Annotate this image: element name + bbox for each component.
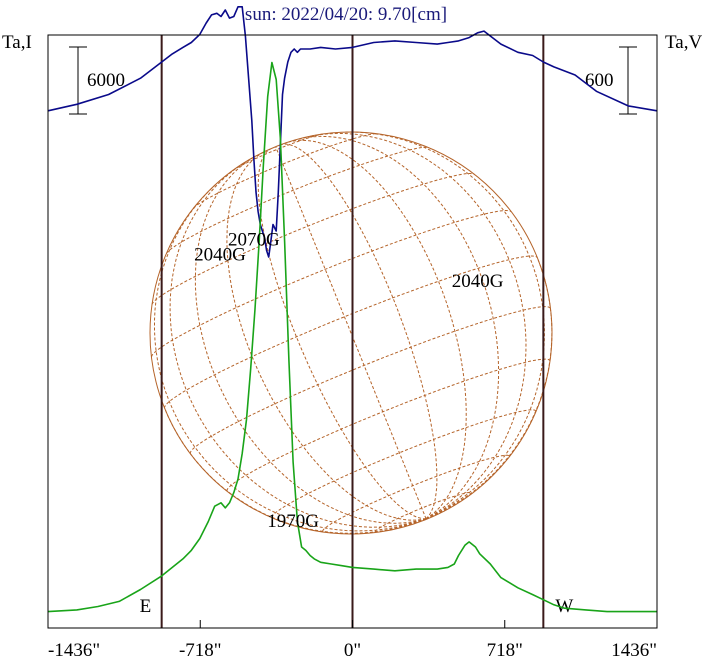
annotation-label: 1970G: [267, 511, 319, 532]
right-scale-bar: 600: [585, 46, 637, 115]
annotation-label: 2070G: [228, 230, 280, 251]
x-tick-label: 0": [344, 640, 361, 661]
longitude-line: [285, 139, 467, 520]
longitude-line: [257, 148, 427, 520]
left-scale-bar: 6000: [69, 46, 125, 115]
latitude-line: [165, 146, 429, 254]
annotation-label: 2040G: [194, 244, 246, 265]
x-tick-label: -1436": [48, 640, 100, 661]
longitude-line: [310, 132, 527, 520]
longitude-line: [164, 408, 427, 534]
latitude-line: [193, 133, 378, 209]
limb-label-w: W: [555, 596, 573, 617]
x-tick-label: 718": [487, 640, 523, 661]
longitude-line: [194, 155, 427, 524]
longitude-line: [280, 143, 438, 520]
annotation-label: 2040G: [452, 271, 504, 292]
right-axis-label: Ta,V: [665, 32, 702, 53]
left-axis-label: Ta,I: [2, 32, 32, 53]
longitude-line: [296, 135, 500, 520]
right-scale-bar-label: 600: [585, 70, 614, 91]
series-line-stokes_i: [47, 6, 658, 258]
left-scale-bar-label: 6000: [87, 70, 125, 91]
latitude-line: [151, 209, 512, 357]
series-line-stokes_v: [47, 61, 657, 613]
data-curves: [47, 6, 658, 613]
longitude-line: [169, 162, 427, 528]
limb-label-e: E: [140, 596, 152, 617]
x-tick-label: -718": [179, 640, 222, 661]
x-axis-ticks: -1436" -718" 0" 718" 1436": [47, 620, 658, 661]
solar-disk-grid: [149, 131, 553, 535]
chart-title: sun: 2022/04/20: 9.70[cm]: [245, 4, 447, 25]
latitude-line: [232, 133, 324, 171]
longitude-line: [425, 257, 553, 520]
latitude-line: [271, 409, 537, 518]
longitude-line: [226, 150, 427, 521]
longitude-line: [154, 183, 427, 532]
longitude-line: [275, 146, 427, 519]
longitude-line: [344, 131, 545, 520]
latitude-line: [163, 255, 538, 409]
x-tick-label: 1436": [611, 640, 657, 661]
